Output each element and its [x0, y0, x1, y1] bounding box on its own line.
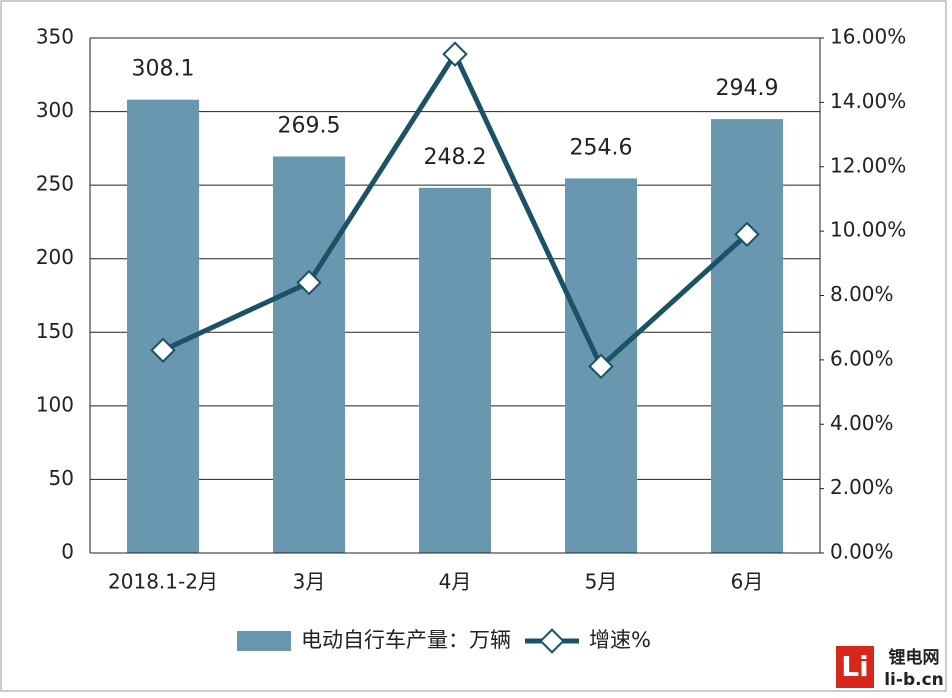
y2-tick-label: 14.00% [830, 89, 906, 113]
bar [127, 99, 199, 553]
legend-swatch [237, 631, 291, 651]
legend-label: 增速% [589, 628, 651, 652]
marker [734, 221, 760, 248]
value-label: 294.9 [716, 76, 779, 101]
logo: Li [841, 650, 868, 683]
bar [273, 156, 345, 553]
y-tick-label: 50 [49, 466, 74, 490]
x-tick-label: 6月 [731, 570, 764, 594]
x-tick-label: 2018.1-2月 [108, 570, 218, 594]
legend-label: 电动自行车产量：万辆 [301, 628, 511, 652]
marker [588, 353, 614, 380]
marker [150, 337, 176, 363]
value-label: 308.1 [132, 57, 195, 82]
y-tick-label: 0 [61, 540, 74, 564]
x-tick-label: 4月 [439, 570, 472, 594]
y-tick-label: 300 [36, 98, 74, 122]
y2-tick-label: 2.00% [830, 475, 894, 499]
x-tick-label: 5月 [585, 570, 618, 594]
legend-marker [539, 628, 565, 654]
y2-tick-label: 6.00% [830, 346, 894, 370]
watermark-url: li-b.cn [884, 670, 944, 690]
watermark-name: 锂电网 [889, 647, 940, 668]
x-tick-label: 3月 [293, 570, 326, 594]
y-tick-label: 100 [36, 392, 74, 416]
logo-box [836, 646, 874, 688]
marker [442, 41, 468, 67]
y-tick-label: 350 [36, 25, 74, 49]
y-tick-label: 150 [36, 319, 74, 343]
value-label: 254.6 [570, 135, 633, 160]
y2-tick-label: 10.00% [830, 218, 906, 242]
bar [419, 187, 491, 553]
marker [296, 269, 322, 296]
bar [711, 119, 783, 553]
y-tick-label: 200 [36, 245, 74, 269]
y-tick-label: 250 [36, 172, 74, 196]
y2-tick-label: 12.00% [830, 153, 906, 177]
y2-tick-label: 8.00% [830, 282, 894, 306]
y2-tick-label: 0.00% [830, 540, 894, 564]
value-label: 269.5 [278, 113, 341, 138]
y2-tick-label: 16.00% [830, 25, 906, 49]
value-label: 248.2 [424, 145, 487, 170]
y2-tick-label: 4.00% [830, 411, 894, 435]
